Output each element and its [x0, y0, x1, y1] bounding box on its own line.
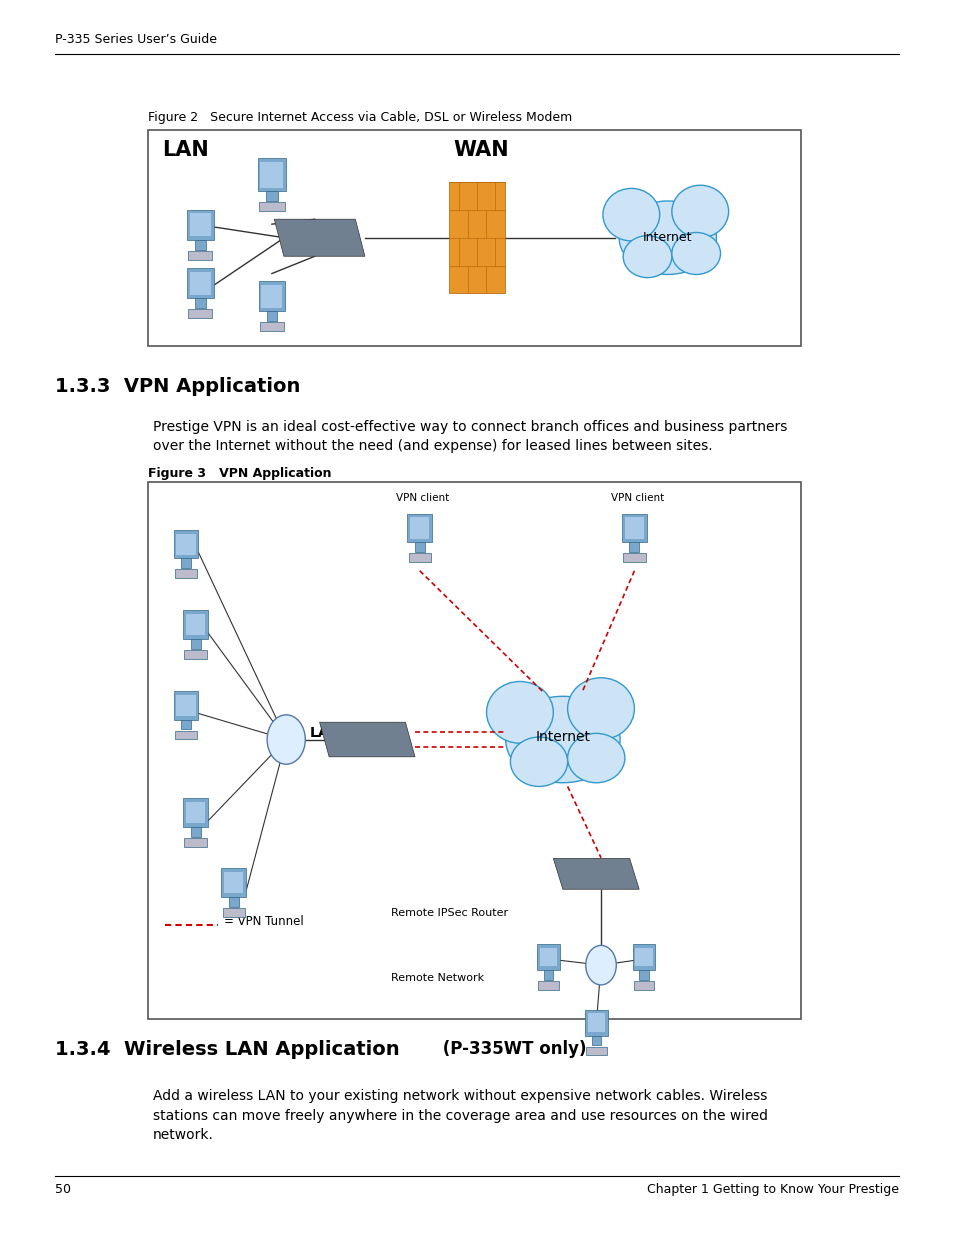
Bar [183, 610, 208, 638]
Bar [224, 872, 243, 893]
Bar [184, 650, 207, 658]
Bar [537, 945, 559, 971]
Bar [173, 692, 198, 720]
Bar [188, 251, 213, 259]
Bar [181, 558, 191, 568]
Polygon shape [553, 858, 639, 889]
Bar [587, 1013, 604, 1032]
Bar [415, 542, 424, 552]
Text: VPN client: VPN client [395, 493, 449, 503]
Bar [261, 285, 282, 308]
Bar [266, 191, 277, 201]
Text: Prestige VPN is an ideal cost-effective way to connect branch offices and busine: Prestige VPN is an ideal cost-effective … [152, 420, 786, 453]
Bar [148, 130, 801, 346]
Bar [629, 542, 639, 552]
Bar [258, 203, 285, 211]
Bar [186, 614, 205, 635]
Bar [622, 553, 645, 562]
Bar [187, 268, 213, 298]
Text: Chapter 1 Getting to Know Your Prestige: Chapter 1 Getting to Know Your Prestige [646, 1183, 898, 1197]
Ellipse shape [671, 232, 720, 274]
Bar [632, 945, 655, 971]
Text: Remote Network: Remote Network [391, 972, 484, 983]
Bar [181, 720, 191, 730]
Bar [584, 1010, 607, 1035]
Bar [194, 240, 206, 249]
Text: LAN: LAN [162, 140, 209, 159]
Ellipse shape [602, 189, 659, 241]
Bar [260, 162, 283, 188]
Text: WAN: WAN [453, 140, 508, 159]
Ellipse shape [618, 201, 716, 274]
Bar [257, 158, 286, 191]
Circle shape [585, 946, 616, 986]
Ellipse shape [510, 737, 567, 787]
Text: VPN client: VPN client [610, 493, 663, 503]
Ellipse shape [486, 682, 553, 743]
Text: 1.3.4  Wireless LAN Application: 1.3.4 Wireless LAN Application [55, 1040, 399, 1058]
Bar [191, 827, 200, 837]
Bar [174, 731, 197, 740]
Bar [266, 311, 277, 321]
Text: Figure 2   Secure Internet Access via Cable, DSL or Wireless Modem: Figure 2 Secure Internet Access via Cabl… [148, 111, 572, 125]
Bar [258, 282, 285, 311]
Bar [176, 694, 195, 716]
Bar [639, 971, 648, 981]
Ellipse shape [671, 185, 728, 237]
Bar [449, 183, 504, 294]
Polygon shape [319, 722, 415, 757]
Text: P-335 Series User’s Guide: P-335 Series User’s Guide [55, 32, 217, 46]
Bar [633, 981, 654, 990]
Ellipse shape [622, 236, 671, 278]
Bar [543, 971, 553, 981]
Bar [537, 981, 558, 990]
Bar [585, 1047, 606, 1055]
Bar [408, 553, 431, 562]
Bar [410, 517, 429, 538]
Text: Internet: Internet [535, 730, 590, 743]
Circle shape [267, 715, 305, 764]
Bar [148, 482, 801, 1019]
Text: Remote IPSec Router: Remote IPSec Router [391, 909, 508, 919]
Bar [621, 514, 646, 542]
Text: = VPN Tunnel: = VPN Tunnel [224, 915, 304, 927]
Bar [174, 569, 197, 578]
Bar [183, 799, 208, 827]
Bar [539, 948, 557, 966]
Bar [190, 214, 211, 236]
Ellipse shape [505, 697, 619, 783]
Bar [222, 908, 245, 916]
Bar [188, 309, 213, 317]
Bar [173, 530, 198, 558]
Bar [407, 514, 432, 542]
Bar [176, 534, 195, 555]
Bar [221, 868, 246, 897]
Bar [186, 803, 205, 824]
Bar [635, 948, 652, 966]
Text: Figure 3   VPN Application: Figure 3 VPN Application [148, 467, 331, 480]
Text: 1.3.3  VPN Application: 1.3.3 VPN Application [55, 377, 300, 395]
Text: (P-335WT only): (P-335WT only) [436, 1040, 586, 1058]
Bar [190, 272, 211, 294]
Bar [624, 517, 643, 538]
Text: 50: 50 [55, 1183, 71, 1197]
Bar [191, 638, 200, 648]
Polygon shape [274, 220, 364, 257]
Bar [591, 1035, 600, 1045]
Text: Add a wireless LAN to your existing network without expensive network cables. Wi: Add a wireless LAN to your existing netw… [152, 1089, 767, 1142]
Ellipse shape [567, 678, 634, 740]
Bar [229, 897, 238, 906]
Bar [259, 322, 284, 331]
Bar [184, 839, 207, 847]
Ellipse shape [567, 734, 624, 783]
Bar [187, 210, 213, 240]
Bar [194, 298, 206, 308]
Text: LAN: LAN [310, 726, 341, 740]
Text: Internet: Internet [642, 231, 692, 245]
